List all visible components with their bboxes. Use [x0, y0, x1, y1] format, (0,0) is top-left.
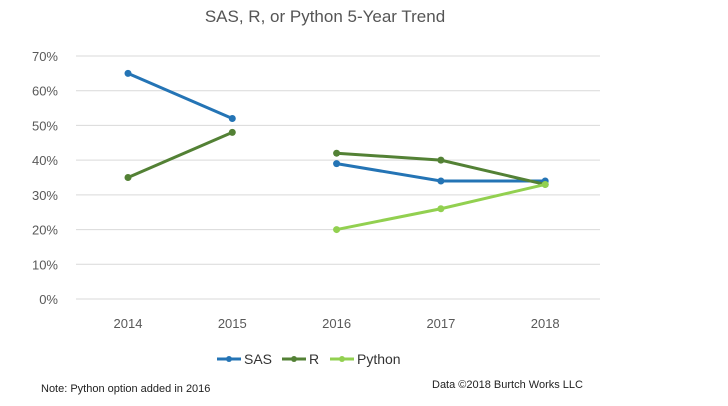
python-point	[333, 226, 341, 234]
python-point	[437, 205, 445, 213]
legend-python-label: Python	[357, 351, 401, 367]
x-tick-label: 2016	[322, 316, 351, 331]
y-tick-label: 0%	[39, 292, 58, 307]
python-point	[541, 180, 549, 188]
sas-point	[228, 114, 236, 122]
r-point	[333, 149, 341, 157]
r-point	[437, 156, 445, 164]
y-tick-label: 50%	[32, 118, 58, 133]
sas-point	[124, 69, 132, 77]
credit: Data ©2018 Burtch Works LLC	[432, 379, 583, 391]
legend-python-marker	[339, 356, 345, 362]
x-tick-label: 2015	[218, 316, 247, 331]
y-tick-label: 70%	[32, 49, 58, 64]
legend-r-label: R	[309, 351, 319, 367]
x-tick-label: 2017	[426, 316, 455, 331]
y-tick-label: 40%	[32, 153, 58, 168]
footnote: Note: Python option added in 2016	[41, 383, 211, 395]
sas-point	[333, 160, 341, 168]
x-tick-label: 2014	[114, 316, 143, 331]
sas-line	[127, 71, 233, 120]
sas-point	[437, 177, 445, 185]
chart-title: SAS, R, or Python 5-Year Trend	[205, 7, 445, 26]
y-tick-label: 30%	[32, 188, 58, 203]
y-tick-label: 60%	[32, 84, 58, 99]
r-line	[127, 130, 233, 179]
x-tick-label: 2018	[531, 316, 560, 331]
legend-sas-marker	[226, 356, 232, 362]
legend-sas-label: SAS	[244, 351, 272, 367]
y-tick-label: 20%	[32, 223, 58, 238]
legend-r-marker	[291, 356, 297, 362]
y-tick-label: 10%	[32, 257, 58, 272]
r-point	[228, 128, 236, 136]
r-point	[124, 174, 132, 181]
